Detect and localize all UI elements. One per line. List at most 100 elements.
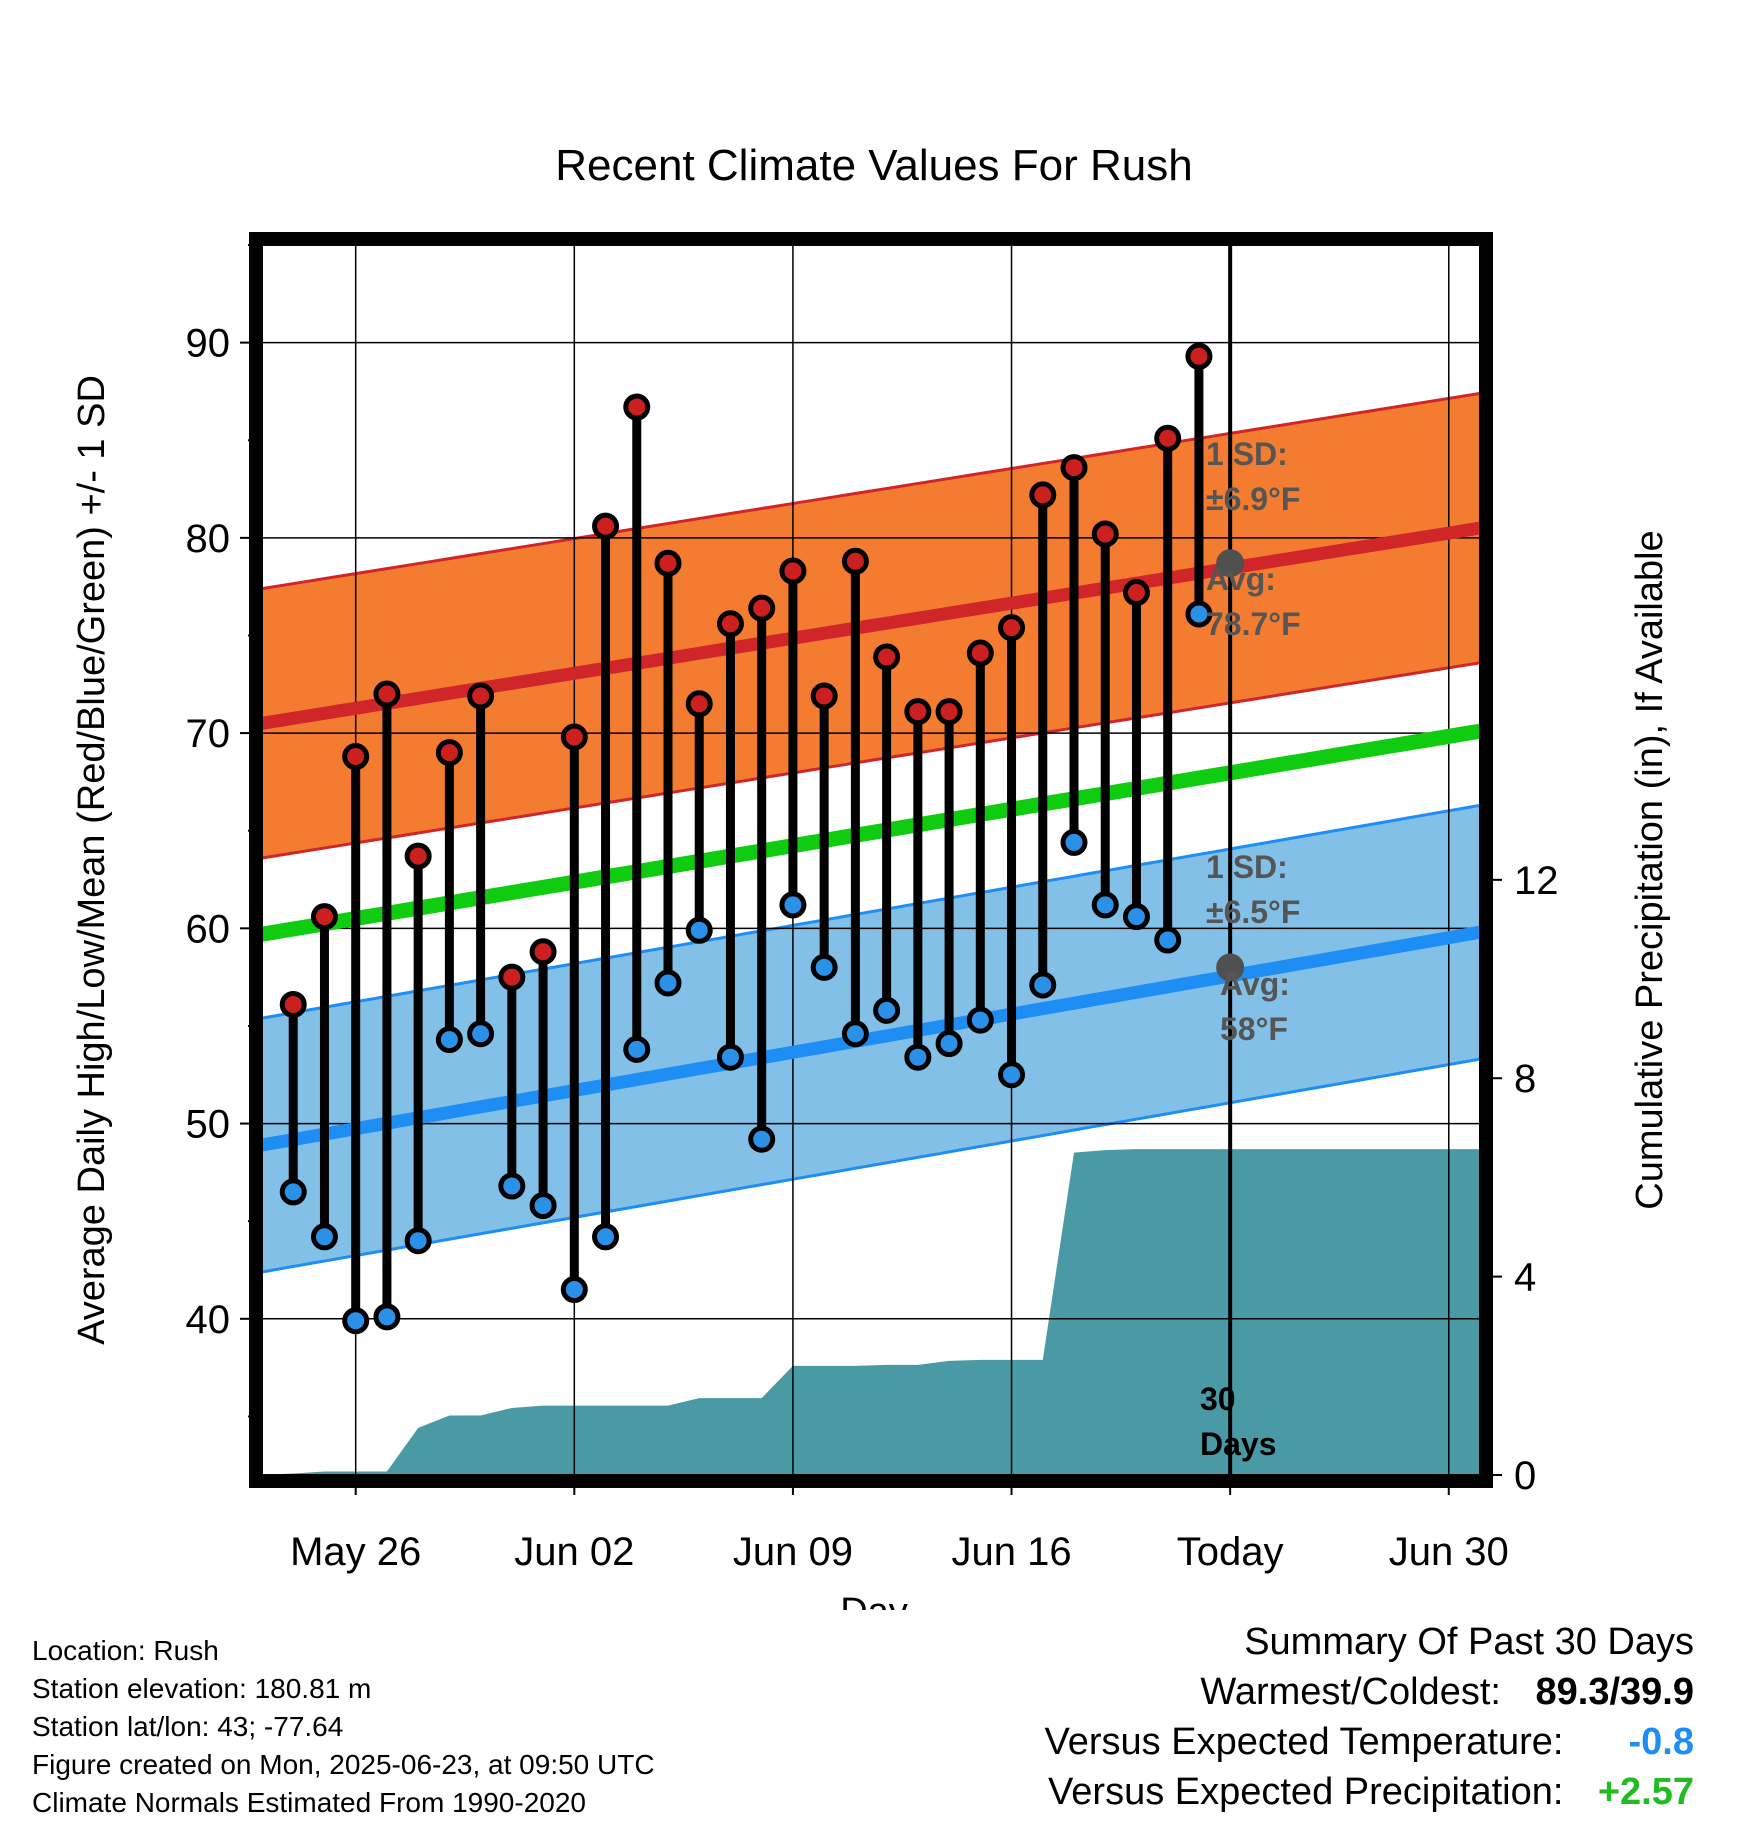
daily-high-point (904, 698, 932, 726)
high-sd-upper-line (262, 391, 1480, 591)
daily-high-point (1060, 454, 1088, 482)
high-normal-line (262, 521, 1480, 730)
low-sd-value: ±6.5°F (1206, 894, 1300, 930)
daily-high-point (935, 698, 963, 726)
daily-high-point (529, 938, 557, 966)
daily-high-point (560, 723, 588, 751)
temp-label: Versus Expected Temperature: (1044, 1721, 1564, 1763)
elevation-text: Station elevation: 180.81 m (32, 1673, 372, 1704)
y2-tick-label: 4 (1514, 1256, 1536, 1300)
y-axis-label-right: Cumulative Precipitation (in), If Availa… (1629, 530, 1671, 1209)
high-sd-value: ±6.9°F (1206, 481, 1300, 517)
created-text: Figure created on Mon, 2025-06-23, at 09… (32, 1749, 655, 1780)
climate-chart: Recent Climate Values For Rush 1 SD: ±6.9… (71, 141, 1671, 1610)
low-avg-value: 58°F (1220, 1011, 1288, 1047)
chart-title: Recent Climate Values For Rush (555, 141, 1192, 190)
daily-high-point (467, 682, 495, 710)
y2-tick-label: 12 (1514, 859, 1559, 903)
daily-high-point (654, 549, 682, 577)
daily-low-point (748, 1125, 776, 1153)
precip-value: +2.57 (1597, 1771, 1694, 1813)
daily-low-point (998, 1061, 1026, 1089)
daily-high-point (1185, 342, 1213, 370)
summary-temp: Versus Expected Temperature: -0.8 (1045, 1717, 1694, 1767)
precipitation-area (262, 1149, 1480, 1475)
x-tick-label: May 26 (290, 1530, 421, 1574)
x-tick-label: Jun 09 (733, 1530, 853, 1574)
daily-low-point (716, 1043, 744, 1071)
daily-low-point (873, 996, 901, 1024)
daily-high-point (342, 743, 370, 771)
summary-panel: Summary Of Past 30 Days Warmest/Coldest:… (1045, 1617, 1694, 1817)
daily-low-point (1185, 600, 1213, 628)
high-sd-label: 1 SD: (1206, 436, 1288, 472)
y-axis-label-left: Average Daily High/Low/Mean (Red/Blue/Gr… (71, 375, 113, 1345)
y-tick-label: 90 (186, 322, 231, 366)
daily-high-point (1091, 520, 1119, 548)
daily-high-point (373, 680, 401, 708)
daily-low-point (404, 1227, 432, 1255)
daily-low-point (279, 1178, 307, 1206)
daily-low-point (935, 1030, 963, 1058)
days-count-label: 30 (1200, 1381, 1236, 1417)
temp-value: -0.8 (1628, 1721, 1694, 1763)
daily-low-point (654, 969, 682, 997)
y-tick-label: 50 (186, 1103, 231, 1147)
daily-high-point (310, 903, 338, 931)
high-avg-value: 78.7°F (1206, 606, 1301, 642)
daily-high-point (685, 690, 713, 718)
daily-low-point (904, 1043, 932, 1071)
warm-cold-label: Warmest/Coldest: (1200, 1671, 1501, 1713)
daily-low-point (342, 1307, 370, 1335)
daily-low-point (779, 891, 807, 919)
plot-area: 1 SD: ±6.9°F Avg: 78.7°F 1 SD: ±6.5°F Avg: 58°F… (186, 232, 1559, 1574)
daily-low-point (373, 1303, 401, 1331)
low-avg-label: Avg: (1220, 966, 1290, 1002)
daily-low-point (1029, 971, 1057, 999)
daily-low-point (1122, 903, 1150, 931)
daily-low-point (1060, 828, 1088, 856)
y-tick-label: 60 (186, 907, 231, 951)
y-tick-label: 80 (186, 517, 231, 561)
high-avg-label: Avg: (1206, 561, 1276, 597)
daily-high-point (498, 963, 526, 991)
precip-label: Versus Expected Precipitation: (1048, 1771, 1564, 1813)
daily-high-point (404, 842, 432, 870)
daily-low-point (435, 1026, 463, 1054)
normals-text: Climate Normals Estimated From 1990-2020 (32, 1787, 586, 1818)
daily-high-point (841, 547, 869, 575)
daily-low-point (529, 1192, 557, 1220)
mean-normal-line (262, 723, 1480, 942)
daily-high-point (716, 610, 744, 638)
daily-low-point (310, 1223, 338, 1251)
station-info: Location: Rush Station elevation: 180.81… (32, 1632, 655, 1822)
daily-high-point (998, 614, 1026, 642)
y2-tick-label: 8 (1514, 1057, 1536, 1101)
daily-high-point (748, 594, 776, 622)
daily-high-point (779, 557, 807, 585)
x-tick-label: Jun 02 (514, 1530, 634, 1574)
y-tick-label: 70 (186, 712, 231, 756)
warm-cold-value: 89.3/39.9 (1535, 1671, 1694, 1713)
y-tick-label: 40 (186, 1298, 231, 1342)
latlon-text: Station lat/lon: 43; -77.64 (32, 1711, 344, 1742)
low-sd-lower-line (262, 1057, 1480, 1274)
daily-high-point (810, 682, 838, 710)
location-text: Location: Rush (32, 1635, 219, 1666)
today-low-normal-point (1216, 953, 1245, 982)
daily-high-point (592, 512, 620, 540)
summary-warm-cold: Warmest/Coldest: 89.3/39.9 (1045, 1667, 1694, 1717)
x-tick-label: Jun 30 (1389, 1530, 1509, 1574)
daily-high-point (1029, 481, 1057, 509)
daily-high-point (279, 990, 307, 1018)
daily-low-point (498, 1172, 526, 1200)
daily-low-point (966, 1006, 994, 1034)
daily-low-point (841, 1020, 869, 1048)
x-tick-label: Today (1177, 1530, 1284, 1574)
y2-tick-label: 0 (1514, 1454, 1536, 1498)
low-sd-label: 1 SD: (1206, 849, 1288, 885)
summary-heading: Summary Of Past 30 Days (1244, 1621, 1694, 1663)
daily-high-point (1154, 424, 1182, 452)
daily-high-point (623, 393, 651, 421)
daily-high-point (966, 639, 994, 667)
